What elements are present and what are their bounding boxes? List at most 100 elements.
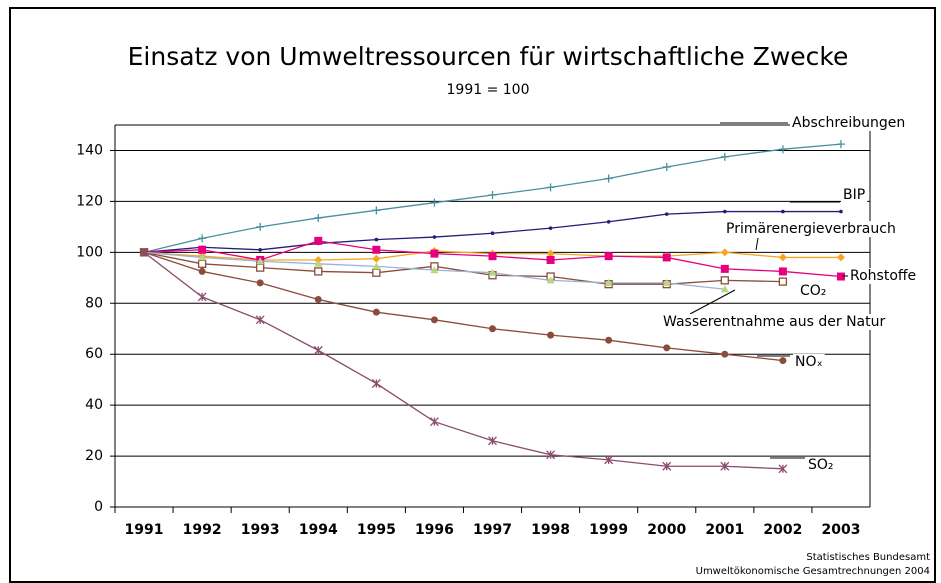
marker	[662, 461, 672, 471]
marker	[662, 278, 671, 286]
x-tick-label: 2000	[647, 522, 686, 538]
marker	[372, 206, 381, 215]
x-tick-label: 1992	[183, 522, 222, 538]
marker	[720, 285, 729, 293]
marker	[662, 163, 671, 172]
marker	[430, 316, 438, 324]
marker	[371, 379, 381, 388]
label-bg	[798, 283, 829, 299]
marker	[662, 253, 671, 262]
marker	[313, 345, 323, 355]
label-bg	[793, 354, 825, 370]
y-tick-label: 80	[85, 295, 103, 311]
marker	[720, 264, 729, 273]
series-label: CO₂	[800, 283, 826, 299]
source: Statistisches Bundesamt	[806, 552, 930, 563]
marker	[372, 254, 381, 263]
marker	[604, 252, 613, 261]
x-tick-label: 1995	[357, 522, 396, 538]
marker	[604, 455, 614, 465]
chart-subtitle: 1991 = 100	[447, 82, 530, 98]
marker	[778, 253, 787, 262]
y-tick-label: 100	[76, 244, 103, 260]
y-tick-label: 0	[94, 499, 103, 515]
series-label: Rohstoffe	[850, 268, 916, 284]
marker	[489, 325, 496, 333]
x-tick-label: 1991	[125, 522, 164, 538]
label-bg	[806, 457, 836, 473]
series-label: NOₓ	[795, 354, 823, 370]
marker	[778, 267, 787, 276]
marker	[255, 315, 265, 325]
marker	[546, 255, 555, 264]
marker	[314, 259, 323, 267]
label-bg	[841, 187, 868, 203]
series-label: Abschreibungen	[792, 115, 905, 131]
marker	[198, 245, 207, 254]
marker	[604, 174, 613, 183]
x-tick-label: 2003	[821, 522, 860, 538]
x-tick-label: 1999	[589, 522, 628, 538]
marker	[488, 252, 497, 261]
marker	[197, 292, 207, 302]
chart-title: Einsatz von Umweltressourcen für wirtsch…	[128, 42, 849, 71]
marker	[488, 191, 497, 200]
marker	[488, 436, 497, 446]
marker	[430, 249, 439, 258]
marker	[836, 272, 845, 281]
y-tick-label: 140	[76, 142, 103, 158]
marker	[546, 276, 555, 284]
marker	[778, 277, 788, 286]
marker	[197, 259, 207, 268]
marker	[139, 247, 149, 257]
marker	[198, 253, 207, 261]
marker	[314, 267, 323, 276]
marker	[839, 209, 843, 214]
marker	[372, 308, 380, 316]
marker	[720, 248, 729, 257]
marker	[372, 268, 381, 277]
marker	[720, 276, 729, 285]
marker	[664, 212, 669, 216]
label-bg	[790, 115, 908, 131]
series-line	[143, 251, 783, 362]
marker	[198, 267, 206, 275]
marker	[606, 219, 611, 224]
marker	[256, 279, 264, 287]
marker	[778, 464, 788, 474]
marker	[836, 253, 845, 262]
marker	[430, 266, 439, 274]
marker	[781, 209, 785, 214]
marker	[372, 262, 381, 270]
marker	[547, 331, 555, 339]
marker	[488, 268, 497, 276]
series-label: SO₂	[808, 457, 834, 473]
series-label: Primärenergieverbrauch	[726, 221, 896, 237]
marker	[430, 198, 439, 207]
marker	[432, 235, 437, 239]
marker	[314, 213, 323, 222]
x-tick-label: 2001	[705, 522, 744, 538]
series-label: Wasserentnahme aus der Natur	[663, 314, 885, 330]
marker	[258, 247, 262, 252]
marker	[605, 336, 613, 344]
marker	[721, 350, 729, 358]
marker	[429, 417, 439, 427]
label-bg	[661, 314, 888, 330]
leader-line	[689, 289, 736, 315]
marker	[490, 231, 495, 236]
x-tick-label: 1994	[299, 522, 338, 538]
x-tick-label: 1993	[241, 522, 280, 538]
marker	[720, 152, 729, 161]
x-tick-label: 1997	[473, 522, 512, 538]
marker	[723, 209, 727, 214]
marker	[604, 278, 613, 286]
marker	[198, 234, 207, 243]
y-tick-label: 60	[85, 346, 103, 362]
x-tick-label: 1996	[415, 522, 454, 538]
source: Umweltökonomische Gesamtrechnungen 2004	[696, 566, 930, 577]
marker	[314, 295, 322, 303]
marker	[663, 344, 671, 352]
series-line	[143, 251, 783, 470]
y-tick-label: 120	[76, 193, 103, 209]
